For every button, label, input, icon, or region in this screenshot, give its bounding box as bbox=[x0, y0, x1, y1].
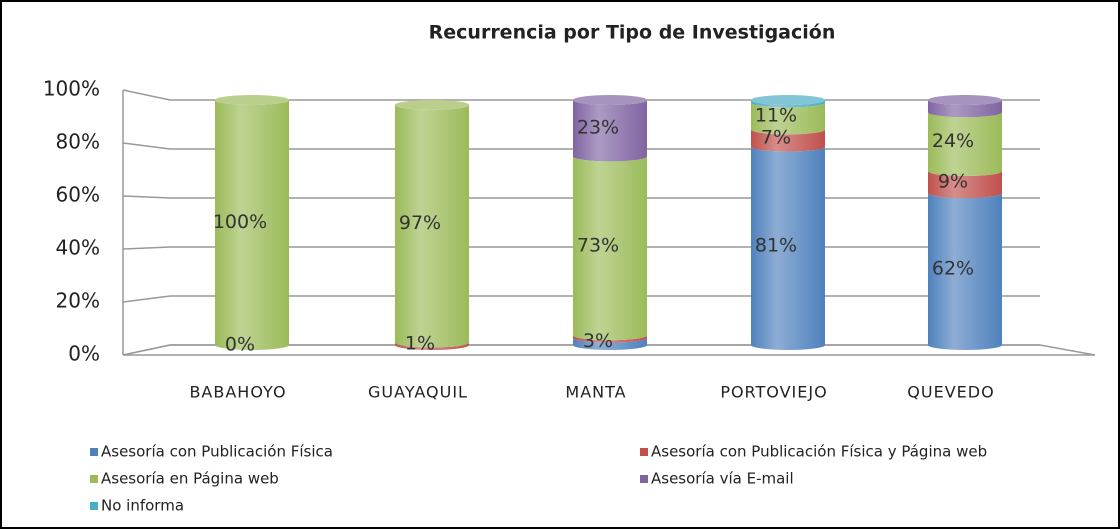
grid-line bbox=[122, 246, 1040, 250]
data-label: 0% bbox=[225, 334, 255, 356]
cylinder-segment bbox=[751, 129, 826, 152]
cylinder-segment bbox=[751, 100, 825, 108]
data-label: 24% bbox=[932, 130, 974, 152]
cylinder-top bbox=[573, 95, 647, 105]
cylinder-segment bbox=[215, 100, 289, 350]
cylinder-segment bbox=[395, 104, 469, 348]
y-tick-label: 60% bbox=[56, 183, 100, 207]
x-tick-label: QUEVEDO bbox=[907, 383, 994, 402]
cylinder-segment bbox=[573, 337, 647, 350]
legend-label: Asesoría con Publicación Física y Página… bbox=[651, 443, 987, 461]
cylinder-segment bbox=[928, 171, 1002, 199]
cylinder-top bbox=[751, 95, 825, 105]
grid-line bbox=[122, 89, 1040, 101]
cylinder-segment bbox=[928, 193, 1002, 350]
x-tick-label: BABAHOYO bbox=[189, 383, 286, 402]
grid-line bbox=[122, 142, 1040, 150]
data-label: 9% bbox=[938, 171, 968, 193]
cylinder-top bbox=[215, 95, 289, 105]
cylinder-segment bbox=[573, 100, 647, 162]
data-label: 7% bbox=[761, 126, 791, 148]
legend-label: Asesoría vía E-mail bbox=[651, 470, 794, 488]
legend-swatch bbox=[90, 502, 98, 510]
grid-line bbox=[122, 344, 1040, 356]
cylinder-top bbox=[928, 95, 1002, 105]
cylinder-segment bbox=[751, 102, 826, 135]
y-tick-label: 20% bbox=[56, 289, 100, 313]
cylinder-segment bbox=[928, 100, 1002, 118]
grid-line bbox=[122, 195, 1040, 199]
data-label: 81% bbox=[755, 234, 797, 256]
y-tick-label: 40% bbox=[56, 236, 100, 260]
data-label: 1% bbox=[405, 332, 435, 354]
cylinder-top bbox=[395, 99, 469, 110]
data-label: 23% bbox=[577, 117, 619, 139]
x-tick-label: MANTA bbox=[565, 383, 626, 402]
legend-swatch bbox=[640, 475, 648, 483]
data-label: 3% bbox=[583, 330, 613, 352]
cylinder-segment bbox=[573, 156, 647, 341]
x-tick-label: PORTOVIEJO bbox=[720, 383, 827, 402]
data-label: 100% bbox=[213, 211, 267, 233]
data-label: 11% bbox=[755, 104, 797, 126]
chart-title: Recurrencia por Tipo de Investigación bbox=[429, 22, 836, 44]
data-label: 62% bbox=[932, 258, 974, 280]
data-label: 97% bbox=[399, 212, 441, 234]
y-tick-label: 80% bbox=[56, 130, 100, 154]
data-label: 73% bbox=[577, 234, 619, 256]
cylinder-segment bbox=[395, 342, 469, 350]
cylinder-segment bbox=[751, 146, 826, 350]
legend-label: Asesoría en Página web bbox=[101, 470, 279, 488]
legend-label: Asesoría con Publicación Física bbox=[101, 443, 333, 461]
x-tick-label: GUAYAQUIL bbox=[368, 383, 468, 402]
cylinder-segment bbox=[928, 112, 1002, 177]
grid-line bbox=[122, 295, 1040, 303]
y-tick-label: 0% bbox=[68, 342, 100, 366]
legend-swatch bbox=[90, 448, 98, 456]
cylinder-segment bbox=[573, 335, 647, 343]
y-tick-label: 100% bbox=[43, 77, 100, 101]
legend-label: No informa bbox=[101, 497, 184, 515]
legend-swatch bbox=[640, 448, 648, 456]
legend-swatch bbox=[90, 475, 98, 483]
